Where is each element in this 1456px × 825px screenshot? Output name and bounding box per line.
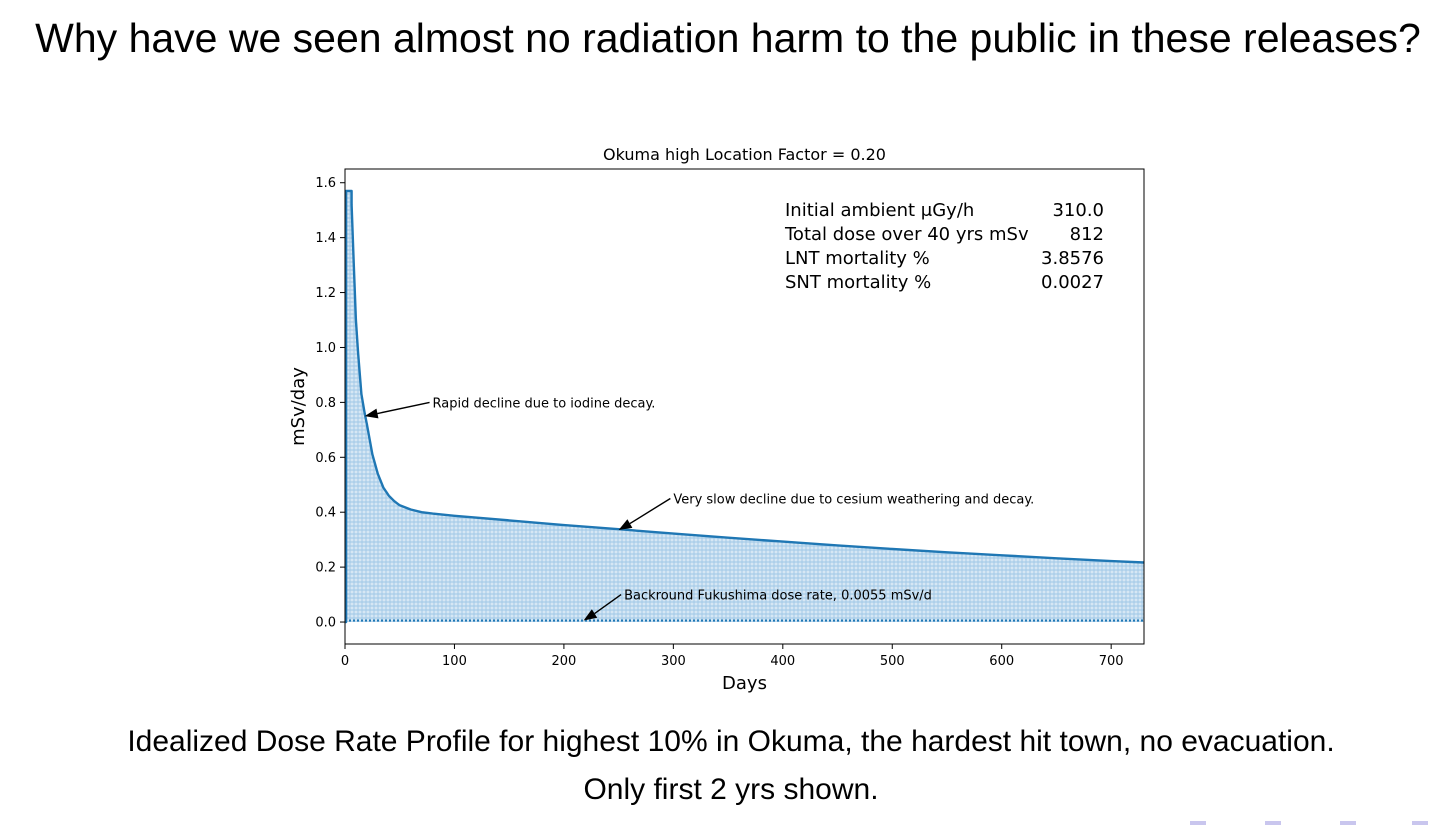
y-tick-label: 1.4 [315,231,336,246]
y-axis-label: mSv/day [288,367,309,446]
annotation-arrow-head [618,519,633,531]
annotation-text: Very slow decline due to cesium weatheri… [673,492,1034,507]
y-tick-label: 0.0 [315,616,336,631]
stat-label: Initial ambient μGy/h [785,200,974,221]
caption-line-2: Only first 2 yrs shown. [583,773,879,806]
y-tick-label: 0.6 [315,451,336,466]
decoration-mark [1190,821,1206,825]
stat-value: 0.0027 [1041,272,1104,293]
stat-label: LNT mortality % [785,248,930,269]
y-tick-label: 0.4 [315,506,336,521]
series-area-fill [345,191,1144,622]
x-tick-label: 300 [661,654,686,669]
x-tick-label: 500 [880,654,905,669]
stat-value: 3.8576 [1041,248,1104,269]
annotation-text: Rapid decline due to iodine decay. [433,396,656,411]
decoration-mark [1412,821,1428,825]
x-tick-label: 400 [770,654,795,669]
y-tick-label: 1.6 [315,176,336,191]
y-tick-label: 0.8 [315,396,336,411]
x-tick-label: 200 [551,654,576,669]
x-tick-label: 0 [341,654,349,669]
y-tick-label: 1.0 [315,341,336,356]
x-tick-label: 700 [1099,654,1124,669]
y-tick-label: 0.2 [315,561,336,576]
stat-value: 310.0 [1052,200,1104,221]
caption-line-1: Idealized Dose Rate Profile for highest … [127,725,1335,758]
stat-label: SNT mortality % [785,272,931,293]
x-tick-label: 600 [989,654,1014,669]
stat-label: Total dose over 40 yrs mSv [784,224,1029,245]
series-line [345,189,1144,624]
x-axis-label: Days [722,673,767,694]
decoration-mark [1265,821,1281,825]
x-tick-label: 100 [442,654,467,669]
annotation-arrow-shaft [594,594,622,615]
annotation-text: Backround Fukushima dose rate, 0.0055 mS… [624,589,932,604]
plot-area [345,189,1144,624]
decoration-mark [1340,821,1356,825]
annotation-arrow-shaft [629,497,671,525]
y-tick-label: 1.2 [315,286,336,301]
slide-title: Why have we seen almost no radiation har… [35,15,1421,61]
annotation-arrow-shaft [377,401,430,415]
stat-value: 812 [1070,224,1104,245]
plot-frame [344,168,1145,645]
annotation-arrow-head [583,609,598,621]
annotation-arrow-head [364,408,379,419]
chart-title: Okuma high Location Factor = 0.20 [603,145,886,164]
